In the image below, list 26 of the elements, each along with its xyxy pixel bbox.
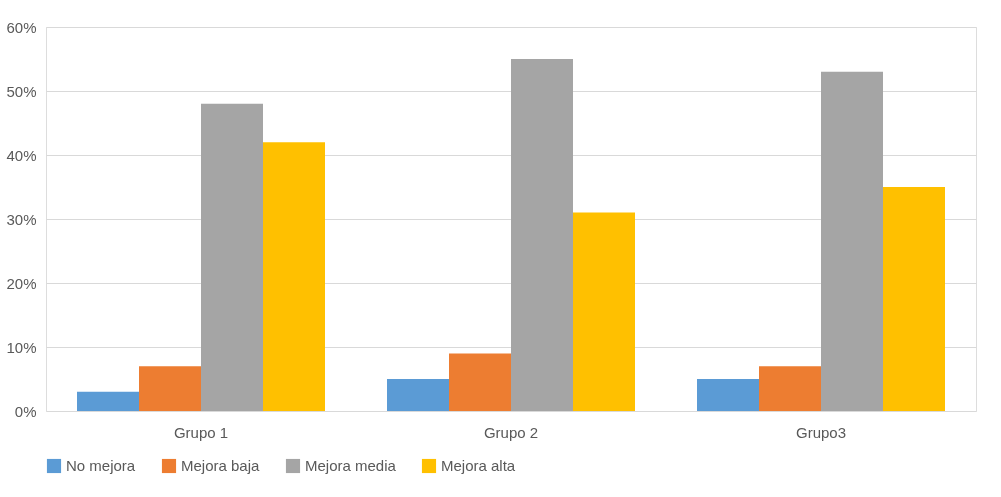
x-tick-label: Grupo3 — [795, 423, 847, 441]
legend-label: Mejora alta — [441, 457, 516, 474]
y-tick-label: 50% — [6, 82, 37, 100]
bar — [759, 366, 821, 411]
legend-label: Mejora media — [305, 457, 397, 474]
bar — [821, 71, 883, 411]
y-tick-label: 30% — [6, 210, 37, 228]
y-tick-label: 0% — [14, 402, 37, 420]
y-tick-label: 10% — [6, 338, 37, 356]
bar — [511, 59, 573, 411]
bar — [883, 187, 945, 411]
bar — [449, 353, 511, 411]
y-tick-label: 40% — [6, 146, 37, 164]
bar — [201, 103, 263, 411]
x-tick-label: Grupo 1 — [173, 423, 229, 441]
x-tick-label: Grupo 2 — [483, 423, 539, 441]
bar — [387, 379, 449, 411]
bar — [263, 142, 325, 411]
legend-label: Mejora baja — [181, 457, 261, 474]
y-tick-label: 60% — [6, 18, 37, 36]
legend-label: No mejora — [66, 457, 136, 474]
y-tick-label: 20% — [6, 274, 37, 292]
bar — [77, 391, 139, 411]
bar — [573, 212, 635, 411]
bar — [139, 366, 201, 411]
bar — [697, 379, 759, 411]
